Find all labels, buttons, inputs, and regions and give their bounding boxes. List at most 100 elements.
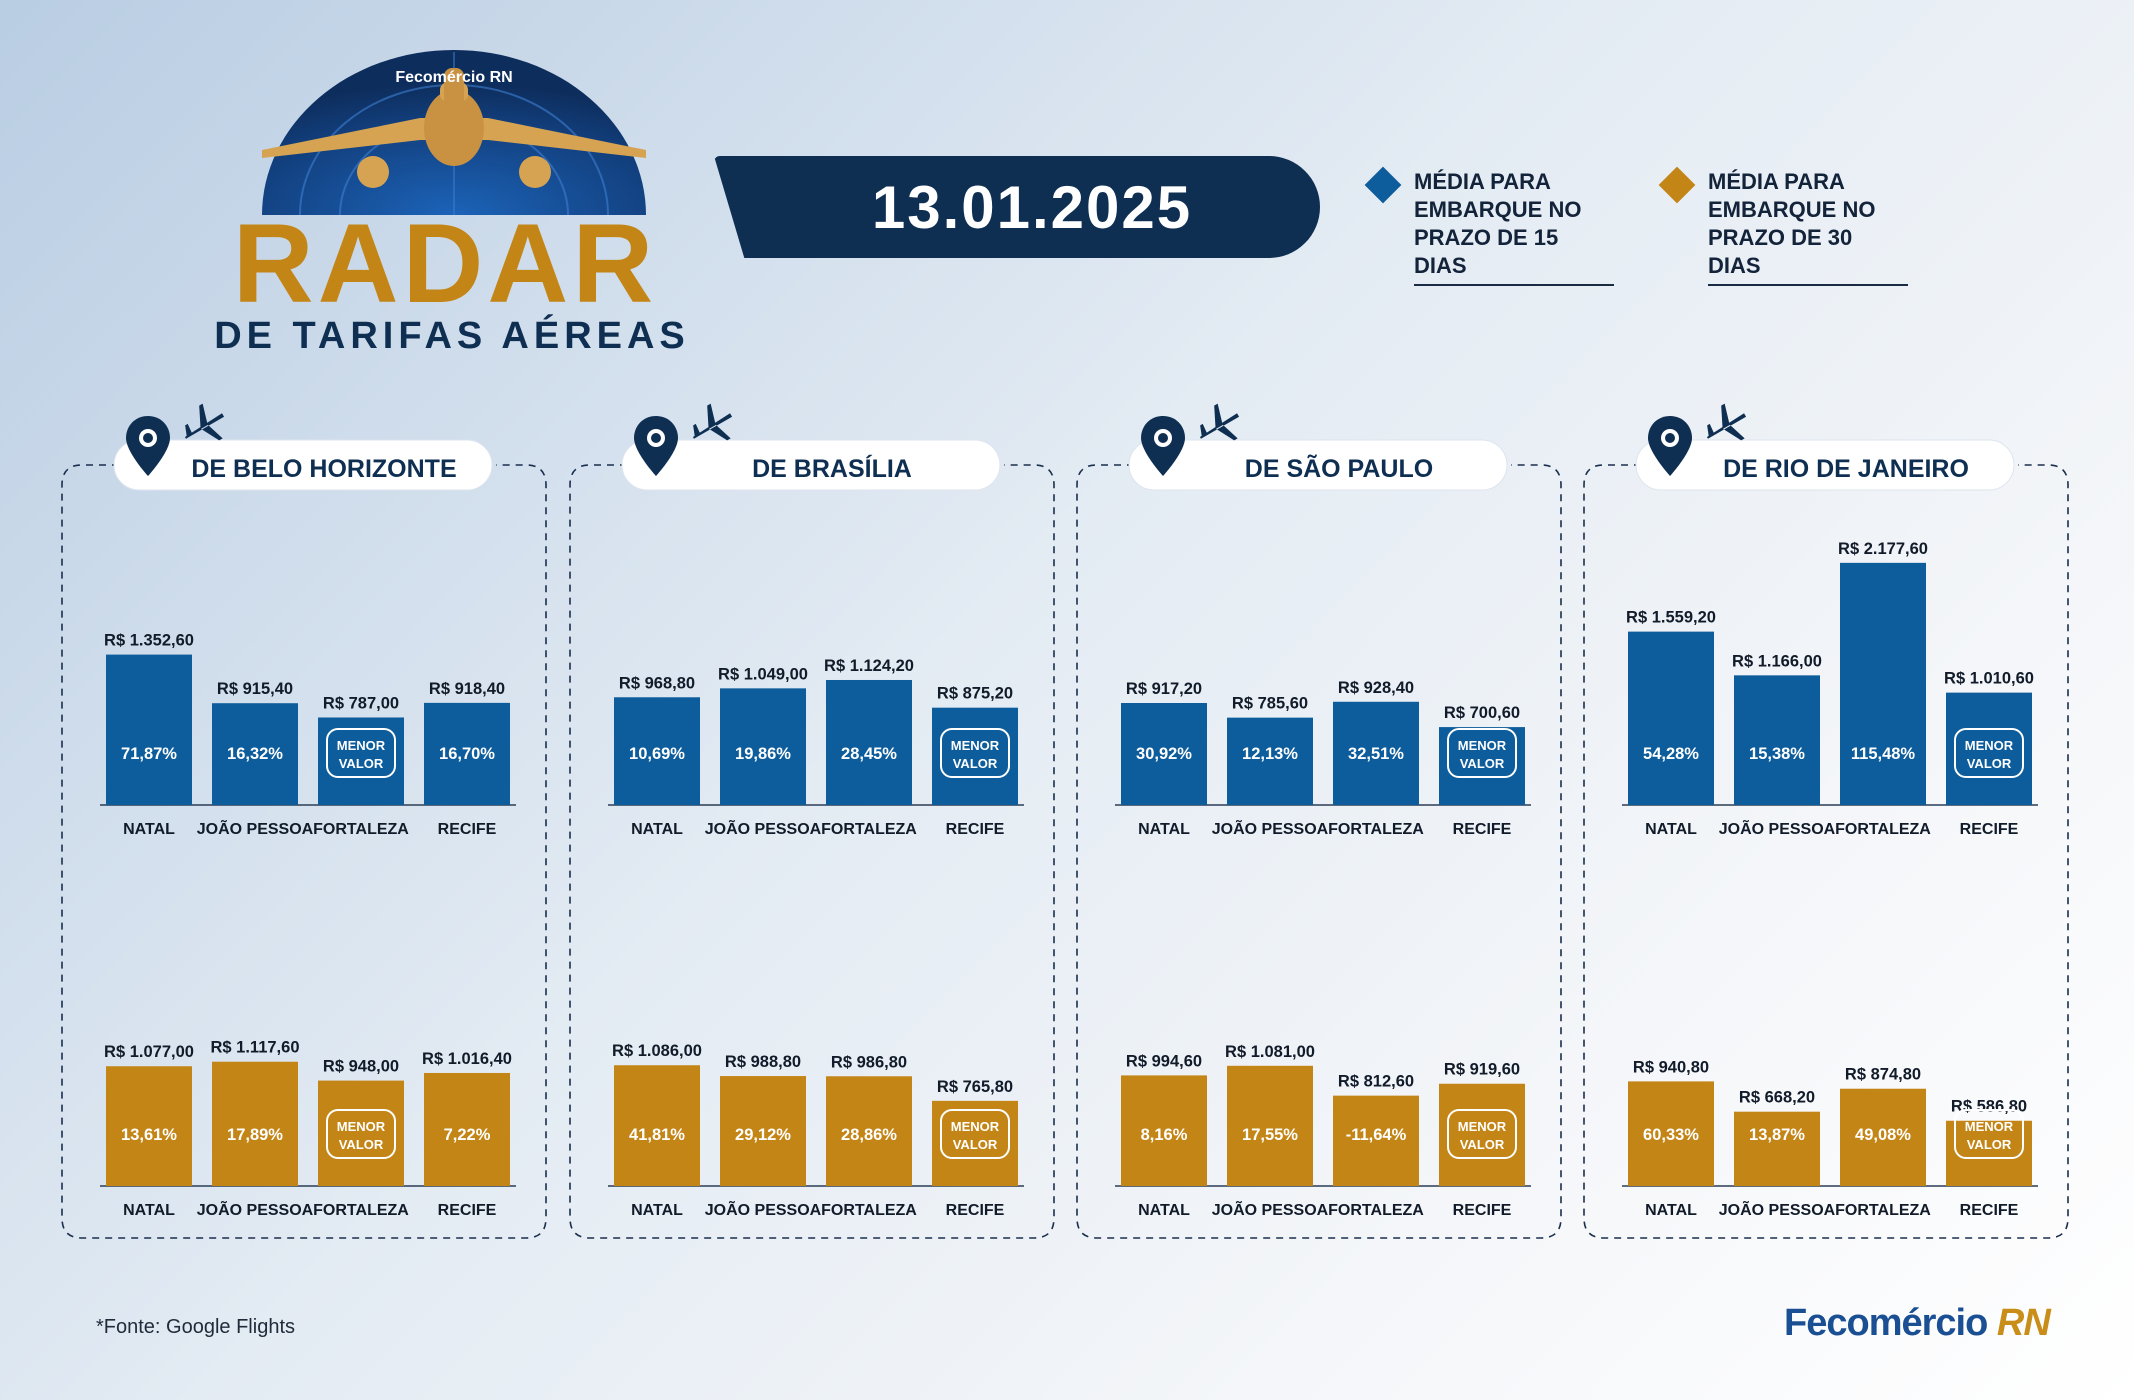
category-label: NATAL [1645, 1202, 1697, 1219]
bar [1734, 675, 1820, 805]
bar [826, 679, 912, 805]
panel-frame [1583, 464, 2069, 1239]
bar-percent-label: 13,87% [1749, 1126, 1805, 1144]
category-label: RECIFE [946, 821, 1005, 838]
logo-title: RADAR [233, 201, 657, 326]
category-label: FORTALEZA [1835, 1202, 1931, 1219]
badge-text-line2: VALOR [1967, 1137, 2012, 1152]
category-label: JOÃO PESSOA [1719, 1199, 1836, 1219]
footnote: *Fonte: Google Flights [96, 1316, 295, 1338]
bar [1734, 1111, 1820, 1186]
badge-text-line1: MENOR [1458, 1119, 1507, 1134]
badge-text-line1: MENOR [337, 1119, 386, 1134]
category-label: RECIFE [438, 821, 497, 838]
bar [1227, 717, 1313, 805]
badge-text-line2: VALOR [339, 756, 384, 771]
badge-text-line1: MENOR [951, 738, 1000, 753]
date-text: 13.01.2025 [871, 173, 1193, 241]
airplane-icon [262, 68, 646, 188]
bar-value-label: R$ 787,00 [323, 694, 399, 712]
bar-value-label: R$ 988,80 [725, 1053, 801, 1071]
pin-dot [143, 433, 153, 443]
category-label: JOÃO PESSOA [197, 1199, 314, 1219]
category-label: JOÃO PESSOA [1212, 818, 1329, 838]
series-15-days: R$ 917,20 30,92% NATAL R$ 785,60 12,13% JOÃO … [1115, 679, 1531, 838]
category-label: JOÃO PESSOA [197, 818, 314, 838]
badge-text-line1: MENOR [1965, 738, 2014, 753]
legend-30-days: MÉDIA PARA EMBARQUE NO PRAZO DE 30 DIAS [1658, 166, 1908, 286]
bar [212, 1061, 298, 1186]
badge-text-line1: MENOR [951, 1119, 1000, 1134]
bar-percent-label: 8,16% [1141, 1126, 1188, 1144]
category-label: JOÃO PESSOA [705, 1199, 822, 1219]
category-label: RECIFE [1453, 821, 1512, 838]
category-label: FORTALEZA [1328, 1202, 1424, 1219]
category-label: FORTALEZA [313, 1202, 409, 1219]
bar [106, 654, 192, 805]
panel-frame [1076, 464, 1562, 1239]
pin-dot [1158, 433, 1168, 443]
plane-shape [1706, 403, 1747, 441]
bar [720, 1076, 806, 1186]
bar-value-label: R$ 1.049,00 [718, 665, 808, 683]
bar [1439, 727, 1525, 805]
location-pin-icon [1141, 416, 1185, 476]
bar-percent-label: 29,12% [735, 1126, 791, 1144]
bar-percent-label: 16,32% [227, 745, 283, 763]
lowest-value-badge [940, 728, 1010, 778]
series-30-days: R$ 1.086,00 41,81% NATAL R$ 988,80 29,12% JOÃ… [608, 1042, 1024, 1219]
badge-text-line1: MENOR [1965, 1119, 2014, 1134]
bar-value-label: R$ 668,20 [1739, 1089, 1815, 1107]
pin-dot [1665, 433, 1675, 443]
plane-shape [184, 403, 225, 441]
bar [1946, 1120, 2032, 1186]
bar-value-label: R$ 1.124,20 [824, 657, 914, 675]
logo-brand-top: Fecomércio RN [395, 69, 512, 86]
bar [720, 688, 806, 805]
origin-pill [621, 439, 1001, 491]
bar-value-label: R$ 940,80 [1633, 1058, 1709, 1076]
airplane-icon [184, 403, 225, 441]
bar-value-label: R$ 917,20 [1126, 680, 1202, 698]
bar [932, 707, 1018, 805]
category-label: RECIFE [438, 1202, 497, 1219]
category-label: FORTALEZA [1835, 821, 1931, 838]
category-label: FORTALEZA [1328, 821, 1424, 838]
bar [424, 702, 510, 805]
bar-value-label: R$ 948,00 [323, 1058, 399, 1076]
bar [1628, 1081, 1714, 1186]
footer-brand-accent: RN [1996, 1302, 2051, 1344]
bar-value-label: R$ 918,40 [429, 680, 505, 698]
series-30-days: R$ 994,60 8,16% NATAL R$ 1.081,00 17,55% JOÃO… [1115, 1043, 1531, 1219]
bar-percent-label: 30,92% [1136, 745, 1192, 763]
category-label: NATAL [631, 821, 683, 838]
category-label: FORTALEZA [821, 821, 917, 838]
origin-pill [113, 439, 493, 491]
category-label: NATAL [1138, 1202, 1190, 1219]
date-banner [714, 156, 1320, 258]
bar [932, 1100, 1018, 1186]
category-label: RECIFE [1960, 1202, 2019, 1219]
bar [1840, 1088, 1926, 1186]
bar-value-label: R$ 1.086,00 [612, 1042, 702, 1060]
category-label: NATAL [123, 821, 175, 838]
plane-shape [1199, 403, 1240, 441]
badge-text-line2: VALOR [1460, 756, 1505, 771]
lowest-value-badge [326, 1109, 396, 1159]
bar-percent-label: 10,69% [629, 745, 685, 763]
category-label: JOÃO PESSOA [1719, 818, 1836, 838]
series-15-days: R$ 1.352,60 71,87% NATAL R$ 915,40 16,32% JOÃ… [100, 632, 516, 838]
lowest-value-badge [1954, 728, 2024, 778]
bar [1121, 703, 1207, 805]
bar-value-label: R$ 586,80 [1951, 1098, 2027, 1116]
category-label: NATAL [631, 1202, 683, 1219]
bar-percent-label: 19,86% [735, 745, 791, 763]
bar-value-label: R$ 1.166,00 [1732, 652, 1822, 670]
category-label: NATAL [1138, 821, 1190, 838]
chart-panel-3: DE SÃO PAULO R$ 917,20 30,92% NATAL R$ 785,6… [1076, 403, 1562, 1239]
bar-percent-label: 16,70% [439, 745, 495, 763]
bar-value-label: R$ 2.177,60 [1838, 540, 1928, 558]
badge-text-line2: VALOR [339, 1137, 384, 1152]
